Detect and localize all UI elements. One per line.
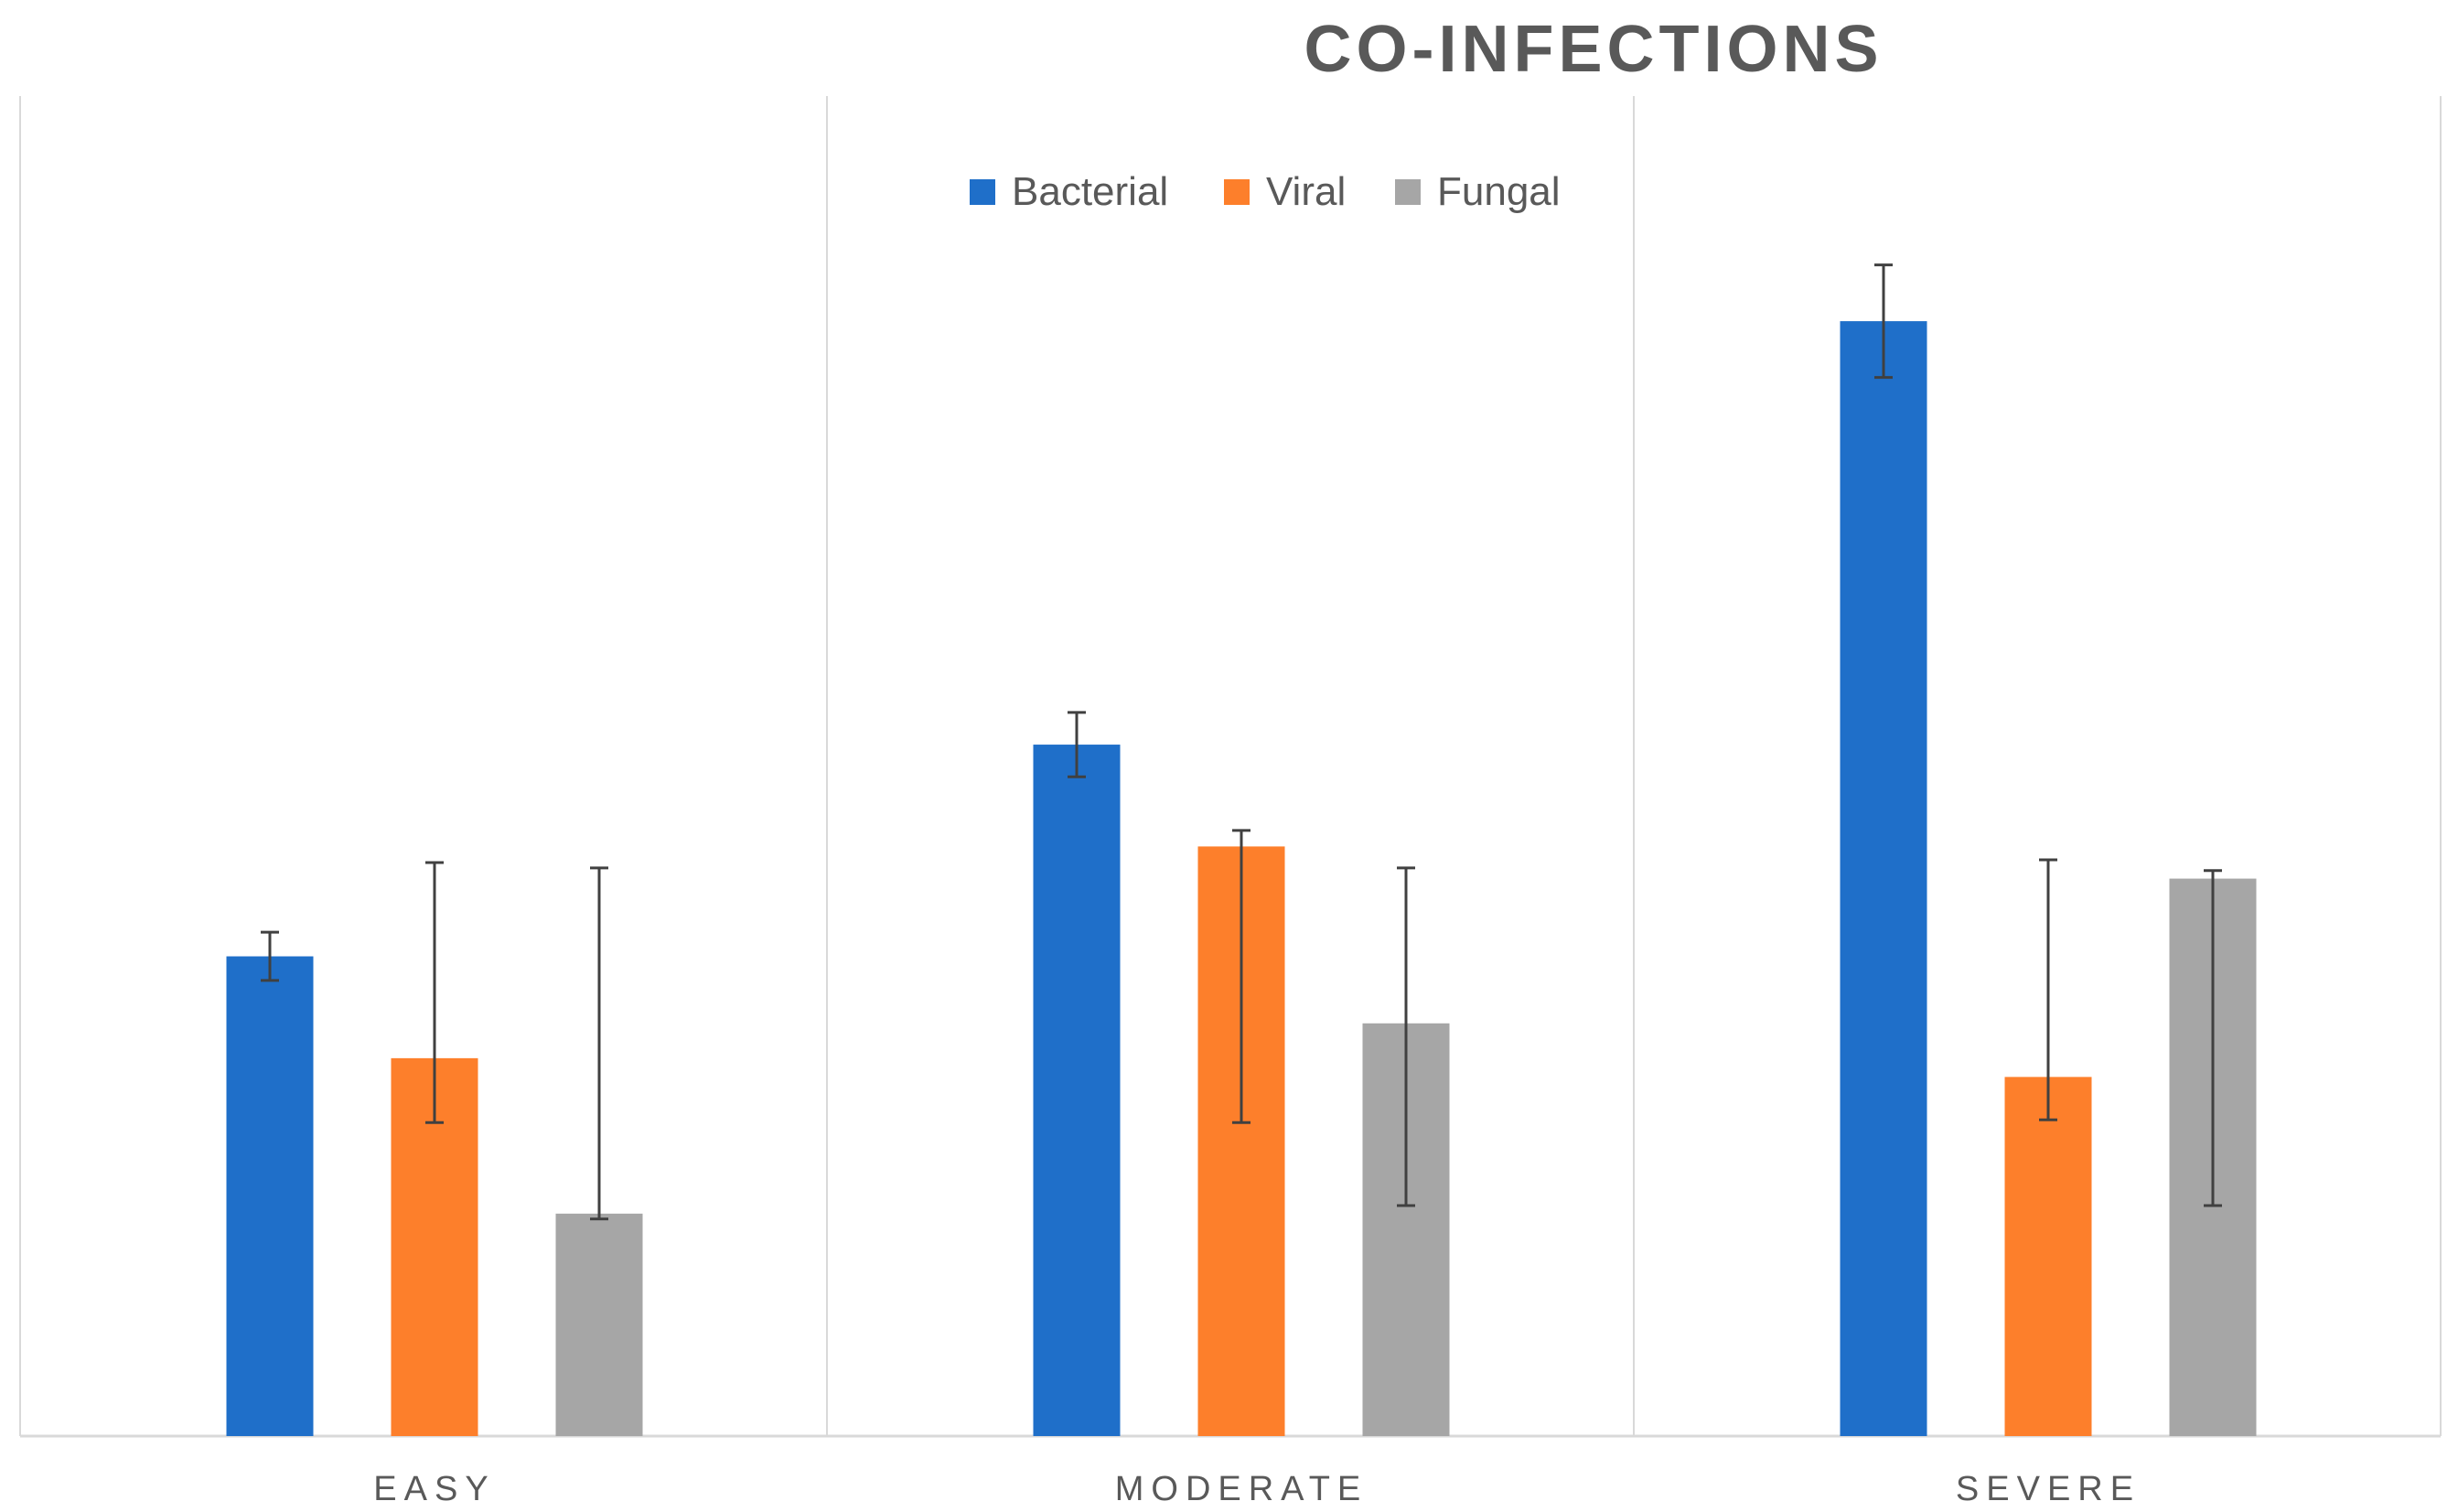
legend-swatch-bacterial <box>970 179 995 205</box>
bar-viral-severe <box>2004 1077 2092 1436</box>
legend-swatch-fungal <box>1395 179 1421 205</box>
x-tick-label: EASY <box>373 1470 495 1508</box>
bar-fungal-easy <box>555 1213 643 1436</box>
legend: Bacterial Viral Fungal <box>970 169 1561 214</box>
legend-label-bacterial: Bacterial <box>1012 169 1168 214</box>
bar-bacterial-easy <box>226 956 314 1436</box>
x-tick-label: SEVERE <box>1956 1470 2141 1508</box>
legend-label-viral: Viral <box>1266 169 1346 214</box>
legend-label-fungal: Fungal <box>1437 169 1561 214</box>
x-tick-label: MODERATE <box>1115 1470 1369 1508</box>
bar-bacterial-moderate <box>1033 745 1121 1436</box>
error-bars <box>261 263 2222 1221</box>
bar-bacterial-severe <box>1840 321 1927 1436</box>
chart-title: CO-INFECTIONS <box>1304 13 1884 86</box>
x-tick-labels: EASY MODERATE SEVERE <box>373 1470 2141 1508</box>
legend-swatch-viral <box>1224 179 1250 205</box>
